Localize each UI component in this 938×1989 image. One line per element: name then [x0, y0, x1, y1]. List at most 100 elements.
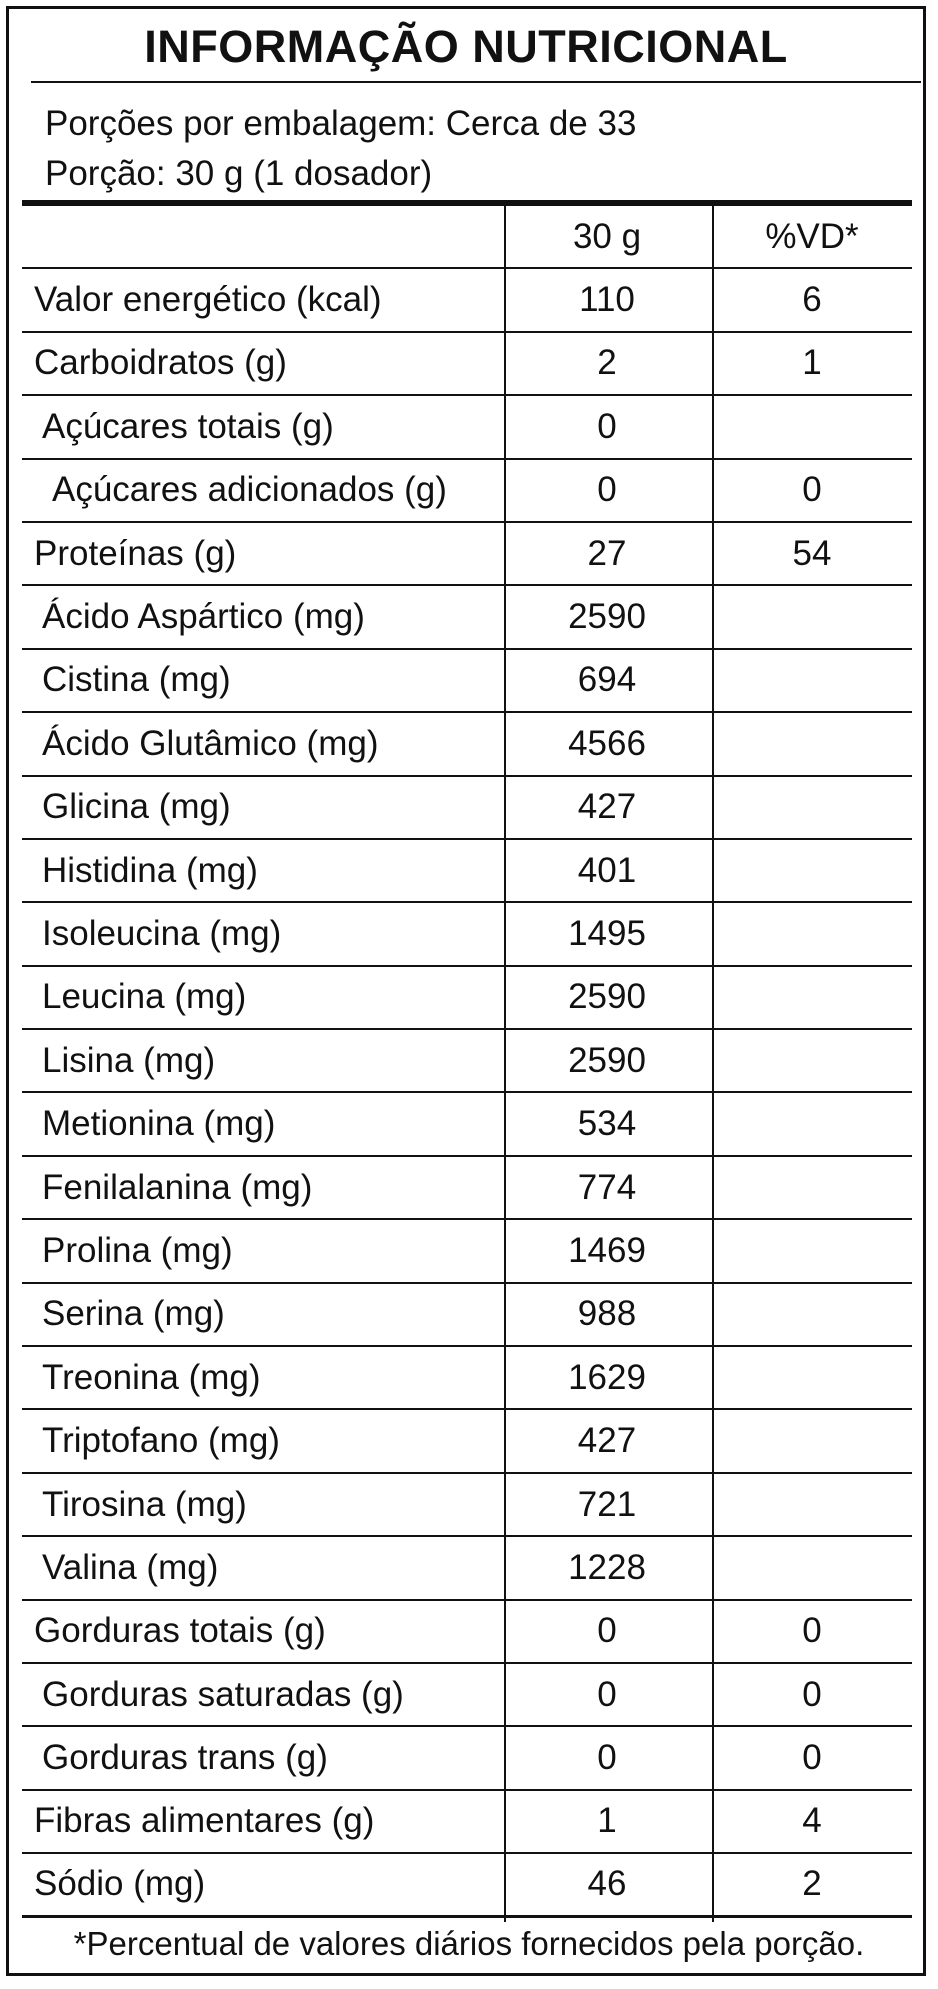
nutrient-dv: 0 [802, 1738, 822, 1778]
nutrient-label: Sódio (mg) [34, 1864, 206, 1904]
nutrient-label: Açúcares totais (g) [42, 406, 334, 446]
table-row: Lisina (mg) 2590 [22, 1030, 912, 1094]
footnote: *Percentual de valores diários fornecido… [73, 1925, 865, 1962]
nutrient-dv [712, 713, 912, 774]
nutrient-amount: 988 [577, 1294, 637, 1334]
nutrient-amount: 2590 [568, 977, 646, 1017]
table-row: Proteínas (g) 27 54 [22, 523, 912, 587]
nutrient-dv [712, 1157, 912, 1218]
table-row: Metionina (mg) 534 [22, 1093, 912, 1157]
nutrient-amount: 774 [577, 1167, 637, 1207]
table-row: Triptofano (mg) 427 [22, 1410, 912, 1474]
table-row: Isoleucina (mg) 1495 [22, 903, 912, 967]
nutrient-label: Valina (mg) [42, 1547, 219, 1587]
column-divider-dv [712, 206, 714, 1922]
nutrient-dv [712, 903, 912, 964]
nutrient-amount: 0 [597, 1611, 617, 1651]
nutrient-dv [712, 650, 912, 711]
table-row: Valor energético (kcal) 110 6 [22, 269, 912, 333]
table-row: Fenilalanina (mg) 774 [22, 1157, 912, 1221]
table-row: Gorduras saturadas (g) 0 0 [22, 1664, 912, 1728]
table-row: Carboidratos (g) 2 1 [22, 333, 912, 397]
nutrient-dv: 2 [802, 1864, 822, 1904]
nutrient-label: Isoleucina (mg) [42, 913, 282, 953]
nutrient-dv [712, 967, 912, 1028]
nutrient-amount: 1495 [568, 913, 646, 953]
servings-per-package: Porções por embalagem: Cerca de 33 [45, 104, 637, 143]
header-dv: %VD* [765, 216, 859, 256]
nutrient-label: Ácido Aspártico (mg) [42, 597, 365, 637]
nutrient-label: Açúcares adicionados (g) [52, 470, 447, 510]
nutrient-amount: 2590 [568, 597, 646, 637]
nutrient-label: Fibras alimentares (g) [34, 1801, 375, 1841]
nutrient-label: Cistina (mg) [42, 660, 231, 700]
column-divider-amount [504, 206, 506, 1922]
nutrient-amount: 401 [577, 850, 637, 890]
nutrition-table: 30 g %VD* Valor energético (kcal) 110 6 Car… [22, 206, 912, 1918]
nutrient-dv: 1 [802, 343, 822, 383]
table-row: Gorduras totais (g) 0 0 [22, 1601, 912, 1664]
nutrient-amount: 2 [597, 343, 617, 383]
nutrient-dv [712, 840, 912, 901]
nutrient-label: Glicina (mg) [42, 787, 231, 827]
nutrient-dv: 54 [792, 533, 832, 573]
nutrient-amount: 1 [597, 1801, 617, 1841]
nutrient-label: Serina (mg) [42, 1294, 225, 1334]
nutrient-label: Lisina (mg) [42, 1040, 216, 1080]
nutrient-amount: 427 [577, 1421, 637, 1461]
nutrient-label: Proteínas (g) [34, 533, 237, 573]
table-row: Fibras alimentares (g) 1 4 [22, 1791, 912, 1855]
table-row: Tirosina (mg) 721 [22, 1474, 912, 1538]
nutrient-label: Valor energético (kcal) [34, 280, 382, 320]
nutrition-facts-panel: INFORMAÇÃO NUTRICIONAL Porções por embal… [6, 6, 926, 1976]
nutrient-dv: 0 [802, 1611, 822, 1651]
nutrient-dv [712, 1220, 912, 1281]
nutrient-dv [712, 1093, 912, 1154]
nutrient-amount: 0 [597, 1674, 617, 1714]
nutrient-amount: 2590 [568, 1040, 646, 1080]
table-row: Açúcares totais (g) 0 [22, 396, 912, 460]
nutrient-label: Treonina (mg) [42, 1357, 261, 1397]
nutrient-dv [712, 1474, 912, 1535]
nutrient-dv [712, 1030, 912, 1091]
nutrient-label: Carboidratos (g) [34, 343, 287, 383]
nutrient-amount: 27 [587, 533, 627, 573]
table-row: Valina (mg) 1228 [22, 1537, 912, 1601]
nutrient-label: Leucina (mg) [42, 977, 247, 1017]
nutrient-amount: 0 [597, 1738, 617, 1778]
nutrient-amount: 110 [579, 280, 635, 320]
nutrient-dv [712, 396, 912, 457]
nutrient-dv [712, 777, 912, 838]
thick-divider [22, 200, 912, 206]
table-row: Açúcares adicionados (g) 0 0 [22, 460, 912, 523]
nutrient-label: Fenilalanina (mg) [42, 1167, 313, 1207]
table-row: Leucina (mg) 2590 [22, 967, 912, 1031]
table-row: Prolina (mg) 1469 [22, 1220, 912, 1284]
nutrient-label: Gorduras totais (g) [34, 1611, 326, 1651]
table-row: Ácido Aspártico (mg) 2590 [22, 586, 912, 650]
nutrient-label: Histidina (mg) [42, 850, 258, 890]
nutrient-amount: 46 [587, 1864, 627, 1904]
nutrient-label: Tirosina (mg) [42, 1484, 247, 1524]
title-divider [31, 81, 921, 83]
header-amount: 30 g [572, 216, 642, 256]
table-row: Ácido Glutâmico (mg) 4566 [22, 713, 912, 777]
nutrient-amount: 0 [597, 470, 617, 510]
table-row: Treonina (mg) 1629 [22, 1347, 912, 1411]
nutrient-label: Gorduras saturadas (g) [42, 1674, 404, 1714]
nutrient-dv: 0 [802, 470, 822, 510]
nutrient-amount: 721 [577, 1484, 637, 1524]
nutrient-label: Prolina (mg) [42, 1230, 233, 1270]
portion-size: Porção: 30 g (1 dosador) [45, 154, 433, 193]
nutrient-dv [712, 1284, 912, 1345]
nutrient-amount: 694 [577, 660, 637, 700]
table-row: Histidina (mg) 401 [22, 840, 912, 904]
nutrient-amount: 1228 [568, 1547, 646, 1587]
nutrient-amount: 1469 [568, 1230, 646, 1270]
nutrient-label: Triptofano (mg) [42, 1421, 280, 1461]
nutrient-amount: 427 [577, 787, 637, 827]
nutrient-dv: 6 [802, 280, 822, 320]
nutrient-amount: 0 [597, 406, 617, 446]
nutrient-dv [712, 586, 912, 647]
nutrient-dv [712, 1410, 912, 1471]
